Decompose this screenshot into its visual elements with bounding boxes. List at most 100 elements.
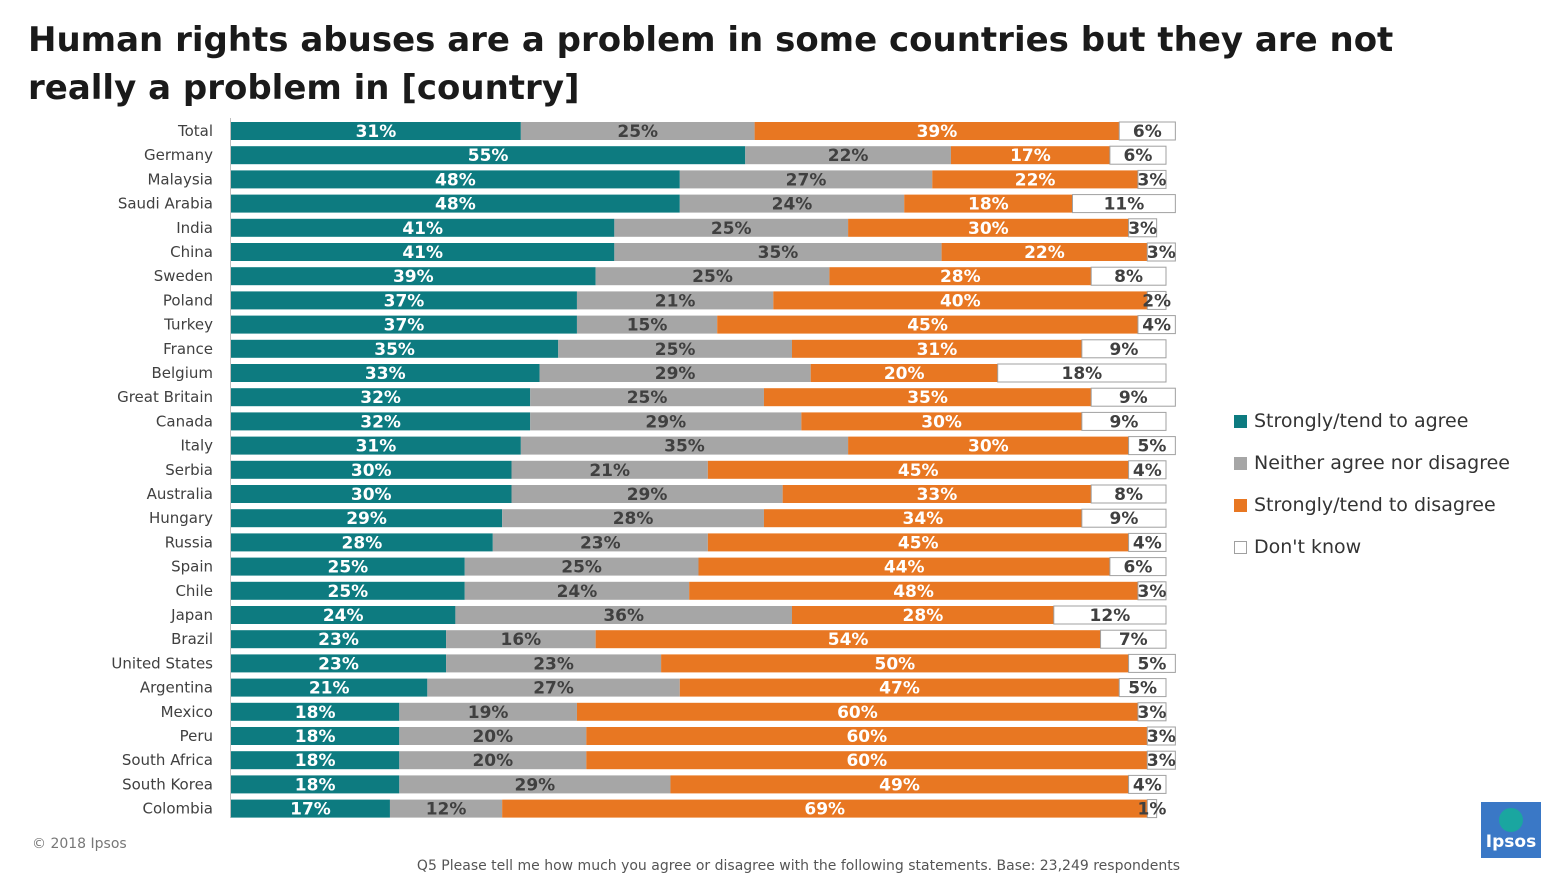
value-label-agree: 18% [295,703,336,723]
value-label-disagree: 54% [828,630,869,650]
value-label-agree: 33% [365,364,406,384]
bar-segment-agree [231,581,465,600]
value-label-agree: 41% [402,243,443,263]
legend-swatch-dont-know [1234,540,1247,554]
value-label-neither: 27% [786,170,827,190]
category-label: Great Britain [117,388,213,406]
category-label: China [170,243,213,261]
value-label-dont-know: 1% [1138,800,1167,820]
bar-segment-dont-know [1090,484,1167,504]
value-label-disagree: 48% [893,582,934,602]
bar-segment-neither [399,702,577,721]
bar-segment-dont-know [1081,339,1167,359]
value-label-dont-know: 9% [1119,388,1148,408]
legend-swatch-agree [1234,414,1247,428]
value-label-disagree: 60% [846,727,887,747]
question-footnote: Q5 Please tell me how much you agree or … [416,858,1181,874]
bar-segment-agree [231,315,577,334]
bar-segment-agree [231,460,512,479]
value-label-neither: 24% [557,582,598,602]
bar-segment-dont-know [997,363,1167,383]
bar-segment-agree [231,485,512,503]
value-label-agree: 31% [356,122,397,142]
bar-segment-agree [231,630,447,649]
value-label-neither: 25% [617,122,658,142]
value-label-agree: 48% [435,170,476,190]
category-label: Turkey [163,316,213,334]
legend-item-disagree: Strongly/tend to disagree [1234,484,1510,526]
value-label-dont-know: 6% [1124,558,1153,578]
legend-label-neither: Neither agree nor disagree [1254,452,1510,474]
value-label-agree: 30% [351,485,392,505]
value-label-agree: 23% [318,630,359,650]
value-label-disagree: 22% [1024,243,1065,263]
value-labels: 31% 25% 39% 6%55% 22% 17% 6%48% 27% 22% 3%48% 24% 1… [290,122,1176,820]
value-label-dont-know: 3% [1147,243,1176,263]
value-label-dont-know: 5% [1138,654,1167,674]
value-label-agree: 31% [356,437,397,457]
bar-segment-disagree [576,702,1138,721]
bar-segment-dont-know [1128,653,1176,673]
bar-segment-neither [464,557,699,576]
bar-segment-disagree [661,654,1129,673]
bar-segment-agree [231,436,521,455]
value-label-dont-know: 2% [1142,291,1171,311]
value-label-disagree: 30% [968,437,1009,457]
value-label-dont-know: 3% [1138,703,1167,723]
bar-segment-neither [520,436,849,455]
value-label-agree: 35% [374,340,415,360]
bar-segment-agree [231,146,746,165]
bar-segment-neither [576,291,774,310]
value-label-disagree: 45% [907,316,948,336]
bar-segment-disagree [698,557,1110,576]
bar-segment-agree [231,243,615,261]
value-label-dont-know: 6% [1133,122,1162,142]
bar-segment-neither [558,339,792,358]
bar-segment-agree [231,775,400,794]
value-label-neither: 25% [627,388,668,408]
bar-segment-agree [231,291,577,310]
category-label: Hungary [149,509,213,527]
value-label-agree: 30% [351,461,392,481]
bar-segment-agree [231,509,503,528]
bar-segment-agree [231,267,596,286]
category-label: Malaysia [147,170,213,188]
bar-segment-agree [231,170,680,189]
value-label-disagree: 49% [879,775,920,795]
category-label: United States [111,654,213,672]
value-label-agree: 24% [323,606,364,626]
bar-segment-disagree [763,509,1082,528]
value-label-neither: 12% [426,800,467,820]
value-label-neither: 23% [580,533,621,553]
value-label-disagree: 50% [874,654,915,674]
category-label: Chile [175,582,213,600]
value-label-disagree: 31% [917,340,958,360]
bar-segment-neither [576,315,718,334]
category-label: Japan [170,606,213,624]
logo-text: Ipsos [1485,832,1537,852]
bar-segment-agree [231,122,521,140]
bar-segment-agree [231,218,615,237]
value-label-disagree: 20% [884,364,925,384]
value-label-neither: 29% [515,775,556,795]
bar-segment-agree [231,557,465,576]
value-label-disagree: 39% [917,122,958,142]
value-label-dont-know: 4% [1133,533,1162,553]
value-label-disagree: 30% [968,219,1009,239]
bar-segment-neither [745,146,951,165]
bar-segment-agree [231,364,540,382]
bar-segment-dont-know [1128,774,1167,794]
value-label-agree: 25% [328,558,369,578]
value-label-dont-know: 7% [1119,630,1148,650]
category-label: Total [177,122,213,140]
value-label-neither: 29% [645,412,686,432]
bar-segment-disagree [595,630,1101,649]
bar-segment-disagree [717,315,1138,334]
bar-segment-neither [399,775,671,794]
bar-segment-disagree [707,460,1129,479]
bar-segment-dont-know [1146,290,1167,310]
bar-segment-agree [231,412,531,431]
value-label-dont-know: 4% [1142,316,1171,336]
bar-segment-dont-know [1118,678,1167,698]
bar-segment-dont-know [1090,387,1176,407]
